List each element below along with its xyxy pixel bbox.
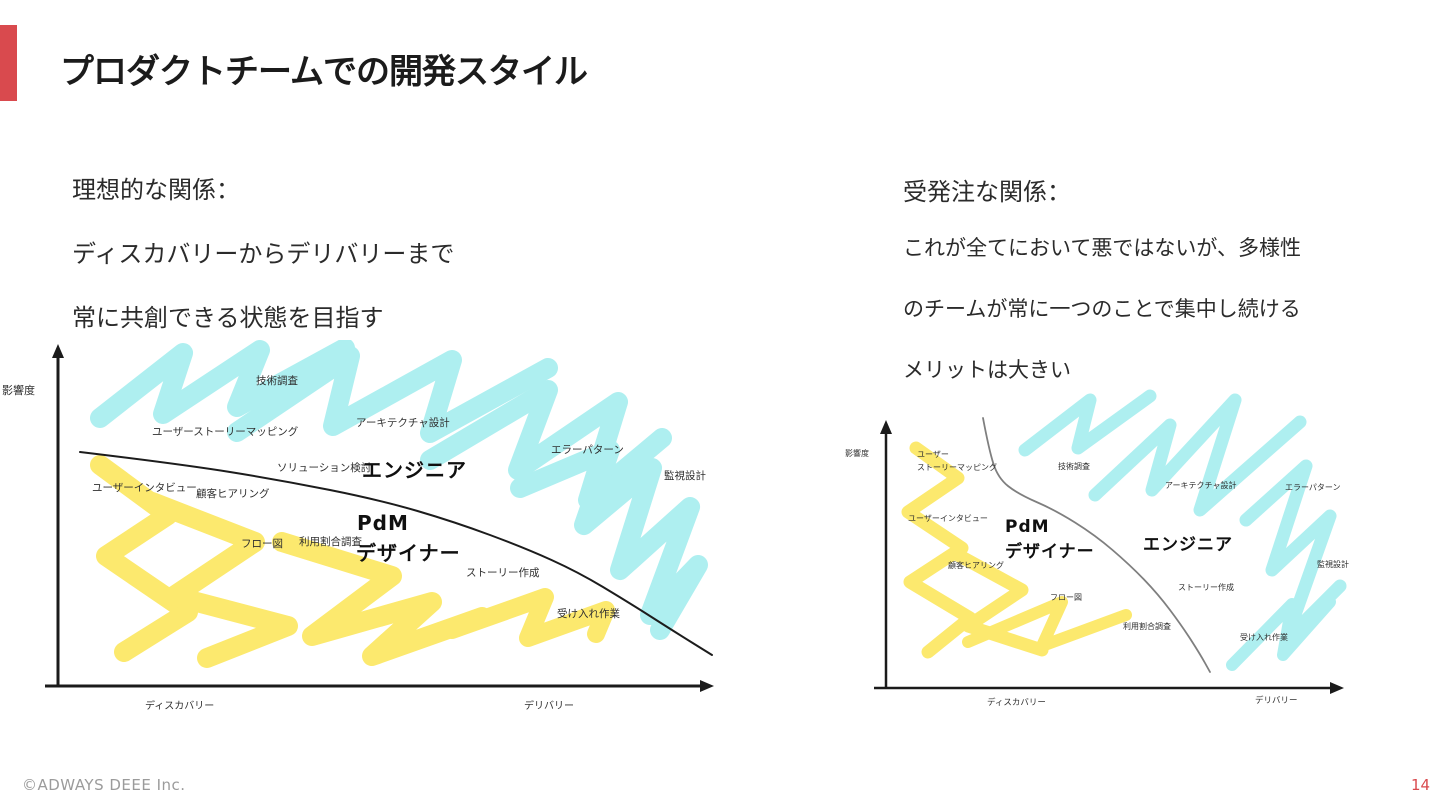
accent-bar	[0, 25, 17, 101]
contract-relationship-line-3: メリットは大きい	[903, 358, 1071, 382]
highlight-stroke-cyan	[1239, 459, 1347, 647]
activity-label: 監視設計	[1317, 559, 1349, 569]
role-label: デザイナー	[1005, 541, 1095, 562]
role-label: エンジニア	[1143, 535, 1233, 555]
activity-label: エラーパターン	[551, 444, 624, 456]
activity-label: ストーリー作成	[1178, 582, 1234, 592]
activity-label: ユーザー	[917, 450, 949, 459]
activity-label: アーキテクチャ設計	[1165, 480, 1236, 490]
highlight-stroke-yellow	[443, 588, 615, 647]
boundary-curve	[982, 417, 1211, 673]
activity-label: ユーザーストーリーマッピング	[152, 425, 299, 438]
activity-label: 受け入れ作業	[1240, 632, 1288, 642]
activity-label: フロー図	[1050, 593, 1082, 602]
activity-label: アーキテクチャ設計	[356, 416, 450, 429]
highlight-stroke-yellow	[951, 548, 1049, 657]
activity-label: 顧客ヒアリング	[196, 487, 270, 500]
role-label: PdM	[357, 511, 409, 535]
slide-title: プロダクトチームでの開発スタイル	[60, 52, 588, 92]
activity-label: ストーリーマッピング	[917, 462, 997, 472]
x-axis-arrow-icon	[1330, 682, 1344, 694]
highlight-stroke-yellow	[272, 532, 492, 666]
activity-label: 受け入れ作業	[557, 607, 620, 620]
x-axis-label: ディスカバリー	[987, 697, 1046, 708]
x-axis-arrow-icon	[700, 680, 714, 692]
x-axis-label: ディスカバリー	[145, 699, 214, 712]
highlight-stroke-cyan	[90, 340, 355, 428]
contract-relationship-text: 受発注な関係： これが全てにおいて悪ではないが、多様性 のチームが常に一つのこと…	[903, 172, 1301, 415]
x-axis-label: デリバリー	[524, 699, 574, 712]
highlight-stroke-yellow	[962, 596, 1132, 652]
activity-label: 利用割合調査	[299, 535, 362, 548]
y-axis-label: 影響度	[845, 448, 869, 458]
activity-label: ユーザーインタビュー	[92, 482, 197, 494]
boundary-curve	[79, 451, 713, 656]
activity-label: エラーパターン	[1285, 483, 1341, 492]
activity-label: 技術調査	[256, 374, 298, 387]
role-label: エンジニア	[362, 458, 467, 482]
contract-relationship-line-2: のチームが常に一つのことで集中し続ける	[903, 297, 1301, 321]
activity-label: ストーリー作成	[466, 567, 540, 579]
role-label: デザイナー	[356, 541, 461, 565]
role-label: PdM	[1005, 517, 1050, 537]
activity-label: ユーザーインタビュー	[908, 514, 988, 523]
ideal-relationship-line-1: ディスカバリーからデリバリーまで	[72, 240, 455, 268]
activity-label: 技術調査	[1058, 461, 1090, 471]
activity-label: 利用割合調査	[1123, 621, 1171, 631]
highlight-stroke-cyan	[1226, 596, 1336, 671]
highlight-stroke-cyan	[510, 440, 708, 640]
highlight-stroke-cyan	[227, 346, 558, 443]
ideal-relationship-line-2: 常に共創できる状態を目指す	[72, 304, 384, 332]
highlight-stroke-cyan	[1088, 393, 1307, 517]
x-axis-label: デリバリー	[1255, 695, 1298, 706]
activity-label: 監視設計	[664, 469, 706, 482]
activity-label: ソリューション検討	[277, 461, 371, 474]
contract-relationship-heading: 受発注な関係：	[903, 178, 1071, 206]
y-axis-arrow-icon	[52, 344, 64, 358]
contract-relationship-line-1: これが全てにおいて悪ではないが、多様性	[903, 236, 1301, 260]
y-axis-arrow-icon	[880, 420, 892, 434]
page-number: 14	[1411, 776, 1431, 794]
copyright-text: ©ADWAYS DEEE Inc.	[22, 776, 186, 794]
ideal-relationship-text: 理想的な関係： ディスカバリーからデリバリーまで 常に共創できる状態を目指す	[72, 170, 454, 362]
highlight-stroke-yellow	[142, 492, 298, 668]
activity-label: フロー図	[241, 538, 283, 550]
highlight-stroke-cyan	[1018, 389, 1157, 457]
ideal-relationship-heading: 理想的な関係：	[72, 176, 240, 204]
activity-label: 顧客ヒアリング	[948, 560, 1004, 570]
y-axis-label: 影響度	[2, 383, 35, 397]
